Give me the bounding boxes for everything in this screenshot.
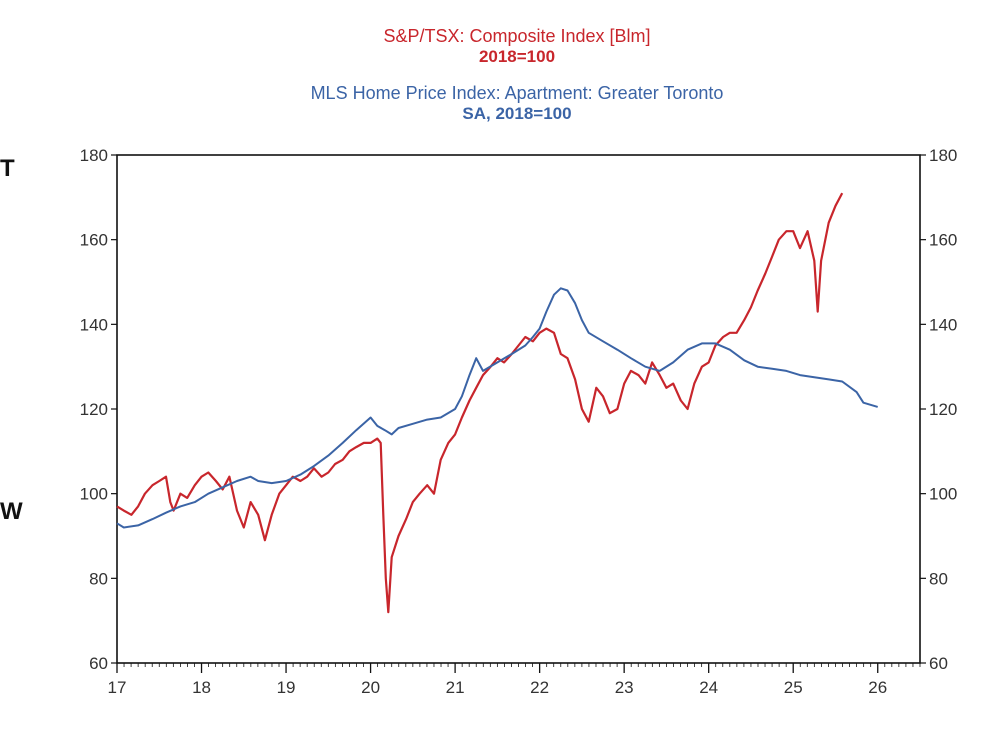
y-tick-label-right-80: 80 <box>929 569 948 588</box>
subtitle-blue: SA, 2018=100 <box>462 104 571 123</box>
y-tick-label-right-120: 120 <box>929 400 957 419</box>
y-tick-label-left-60: 60 <box>89 654 108 673</box>
plot-frame <box>116 154 921 664</box>
x-tick-label-17: 17 <box>108 678 127 697</box>
x-tick-label-24: 24 <box>699 678 718 697</box>
x-tick-label-26: 26 <box>868 678 887 697</box>
series-line-sp-tsx <box>116 192 844 614</box>
x-tick-label-23: 23 <box>615 678 634 697</box>
y-tick-label-left-100: 100 <box>80 485 108 504</box>
y-tick-label-right-100: 100 <box>929 485 957 504</box>
y-tick-label-left-140: 140 <box>80 315 108 334</box>
title-blue: MLS Home Price Index: Apartment: Greater… <box>311 83 724 103</box>
y-tick-label-right-160: 160 <box>929 231 957 250</box>
y-axis-right: 60 80 100 120 140 160 180 <box>920 146 957 673</box>
x-tick-label-25: 25 <box>784 678 803 697</box>
series-layer <box>116 192 878 614</box>
y-tick-label-left-160: 160 <box>80 231 108 250</box>
y-tick-label-left-180: 180 <box>80 146 108 165</box>
x-tick-label-19: 19 <box>277 678 296 697</box>
clipped-letter-bottom: W <box>0 498 23 525</box>
y-tick-label-right-60: 60 <box>929 654 948 673</box>
x-tick-label-20: 20 <box>361 678 380 697</box>
x-tick-label-22: 22 <box>530 678 549 697</box>
x-axis: 17 18 19 20 21 22 23 24 25 26 <box>108 663 921 697</box>
series-line-mls-hpi <box>116 287 878 529</box>
x-tick-label-18: 18 <box>192 678 211 697</box>
y-axis-left: 60 80 100 120 140 160 180 <box>80 146 117 673</box>
y-tick-label-left-120: 120 <box>80 400 108 419</box>
x-tick-label-21: 21 <box>446 678 465 697</box>
y-tick-label-right-180: 180 <box>929 146 957 165</box>
y-tick-label-right-140: 140 <box>929 315 957 334</box>
title-red: S&P/TSX: Composite Index [Blm] <box>383 26 650 46</box>
subtitle-red: 2018=100 <box>479 47 555 66</box>
clipped-letter-top: T <box>0 155 15 182</box>
y-tick-label-left-80: 80 <box>89 569 108 588</box>
